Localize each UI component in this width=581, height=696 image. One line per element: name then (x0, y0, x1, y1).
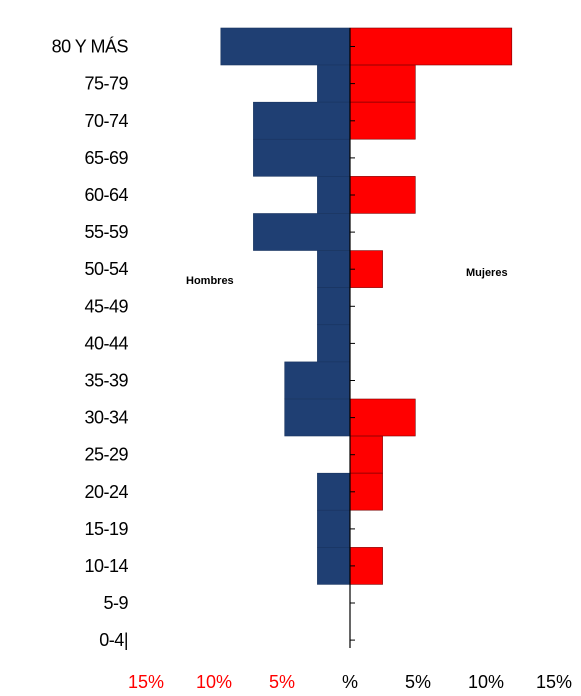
bar-hombres-7 (317, 287, 351, 326)
bar-hombres-6 (317, 250, 351, 288)
category-label: 25-29 (84, 445, 128, 465)
category-label: 50-54 (84, 259, 128, 279)
category-label: 65-69 (84, 148, 128, 168)
bars-group (220, 27, 513, 585)
category-label: 40-44 (84, 333, 128, 353)
x-tick-label: 15% (536, 672, 572, 692)
bar-mujeres-11 (349, 435, 383, 474)
bar-hombres-0 (220, 27, 351, 66)
bar-mujeres-1 (349, 64, 416, 103)
bar-mujeres-4 (349, 176, 416, 214)
category-label: 70-74 (84, 111, 128, 131)
bar-hombres-3 (253, 139, 351, 177)
category-label: 0-4| (99, 630, 128, 650)
category-label: 75-79 (84, 74, 128, 94)
center-axis-group (349, 28, 355, 648)
category-label: 10-14 (84, 556, 128, 576)
x-tick-label: 15% (128, 672, 164, 692)
category-label: 35-39 (84, 371, 128, 391)
bar-hombres-10 (284, 398, 351, 437)
category-labels-group: 80 Y MÁS 75-79 70-74 65-69 60-64 55-59 50-54 45… (52, 37, 129, 651)
bar-mujeres-0 (349, 27, 513, 66)
x-tick-labels-group: 15% 10% 5%% 5% 10% 15% (128, 672, 572, 692)
bar-mujeres-10 (349, 398, 416, 437)
bar-mujeres-6 (349, 250, 383, 288)
series-label-mujeres: Mujeres (466, 267, 508, 279)
category-label: 30-34 (84, 408, 128, 428)
x-tick-label: 10% (196, 672, 232, 692)
series-label-hombres: Hombres (186, 275, 234, 287)
bar-hombres-1 (317, 64, 351, 103)
x-tick-label: 5% (405, 672, 431, 692)
category-label: 60-64 (84, 185, 128, 205)
category-label: 45-49 (84, 296, 128, 316)
bar-hombres-8 (317, 324, 351, 363)
bar-hombres-4 (317, 176, 351, 214)
bar-mujeres-2 (349, 101, 416, 140)
category-label: 20-24 (84, 482, 128, 502)
x-tick-label: 10% (468, 672, 504, 692)
bar-mujeres-12 (349, 472, 383, 511)
bar-mujeres-14 (349, 547, 383, 585)
bar-hombres-9 (284, 361, 351, 400)
x-tick-label: % (342, 672, 358, 692)
bar-hombres-5 (253, 213, 351, 251)
category-label: 15-19 (84, 519, 128, 539)
bar-hombres-2 (253, 101, 351, 140)
x-tick-label: 5% (269, 672, 295, 692)
category-label: 80 Y MÁS (52, 37, 129, 57)
bar-hombres-14 (317, 547, 351, 585)
bar-hombres-12 (317, 472, 351, 511)
category-label: 55-59 (84, 222, 128, 242)
category-label: 5-9 (103, 593, 128, 613)
bar-hombres-13 (317, 509, 351, 548)
